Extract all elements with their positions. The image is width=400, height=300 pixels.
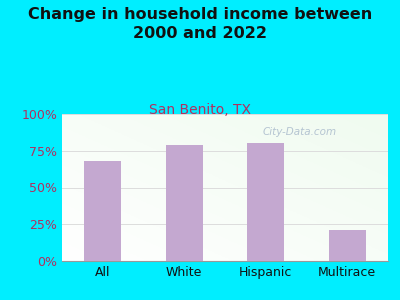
Text: Change in household income between
2000 and 2022: Change in household income between 2000 …	[28, 8, 372, 41]
Bar	[166, 145, 202, 261]
Text: San Benito, TX: San Benito, TX	[149, 103, 251, 118]
Bar	[329, 230, 366, 261]
Text: City-Data.com: City-Data.com	[263, 127, 337, 136]
Bar	[84, 161, 121, 261]
Bar	[248, 143, 284, 261]
